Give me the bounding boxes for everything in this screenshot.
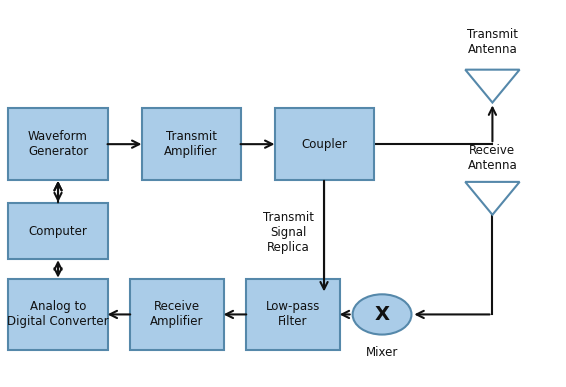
- Circle shape: [353, 294, 411, 334]
- Text: Low-pass
Filter: Low-pass Filter: [265, 300, 320, 329]
- Text: Analog to
Digital Converter: Analog to Digital Converter: [7, 300, 109, 329]
- FancyBboxPatch shape: [8, 203, 108, 259]
- Text: Transmit
Signal
Replica: Transmit Signal Replica: [263, 211, 314, 254]
- Text: Mixer: Mixer: [366, 346, 398, 359]
- Text: Coupler: Coupler: [301, 138, 347, 151]
- Text: Transmit
Amplifier: Transmit Amplifier: [164, 130, 218, 158]
- FancyBboxPatch shape: [8, 279, 108, 350]
- Text: X: X: [375, 305, 389, 324]
- FancyBboxPatch shape: [142, 108, 241, 180]
- FancyBboxPatch shape: [246, 279, 340, 350]
- Text: Transmit
Antenna: Transmit Antenna: [467, 28, 518, 56]
- FancyBboxPatch shape: [275, 108, 374, 180]
- FancyBboxPatch shape: [8, 108, 108, 180]
- Text: Waveform
Generator: Waveform Generator: [28, 130, 88, 158]
- Text: Computer: Computer: [28, 225, 88, 238]
- Text: Receive
Antenna: Receive Antenna: [468, 144, 517, 172]
- FancyBboxPatch shape: [130, 279, 224, 350]
- Text: Receive
Amplifier: Receive Amplifier: [150, 300, 204, 329]
